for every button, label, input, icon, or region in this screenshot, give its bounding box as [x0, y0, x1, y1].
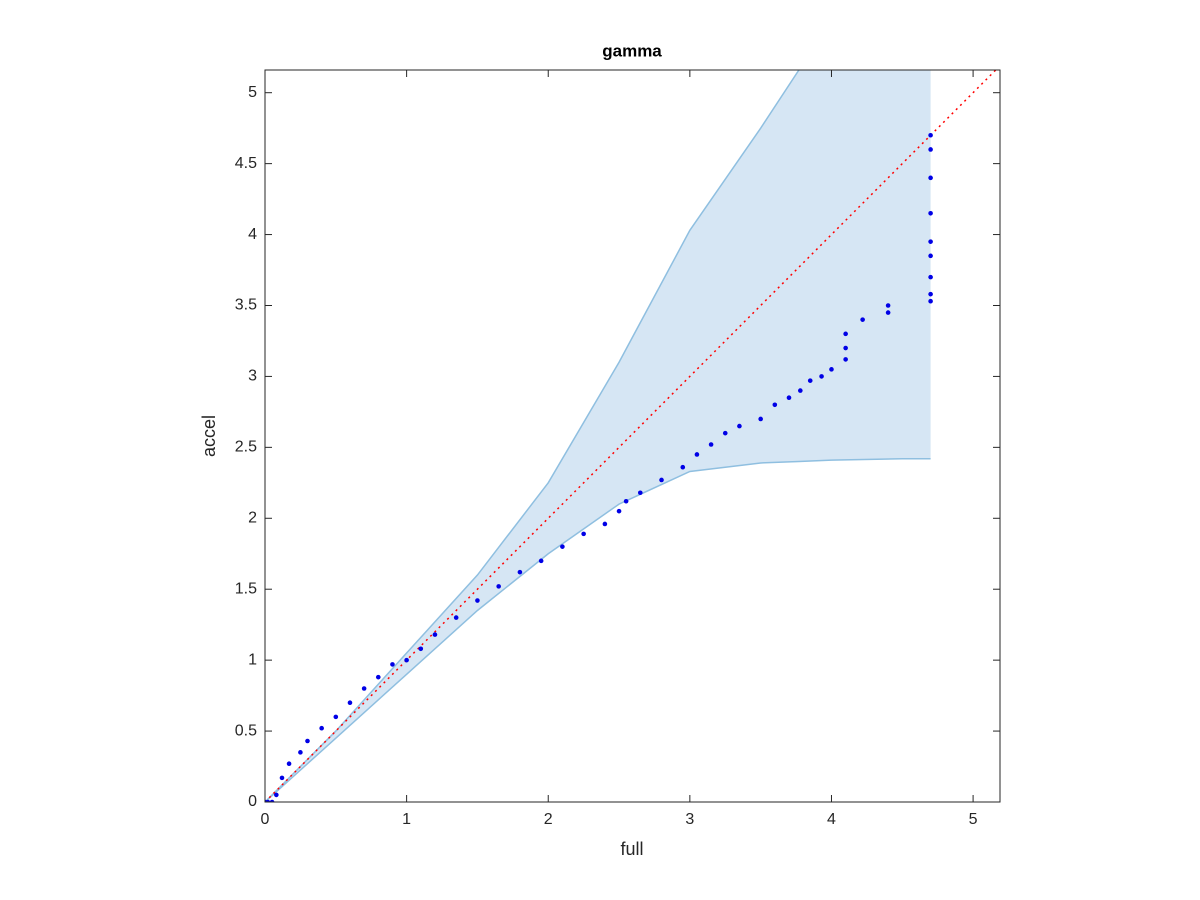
data-point: [758, 416, 763, 422]
y-tick-label: 0.5: [235, 722, 257, 739]
x-axis-label: full: [620, 839, 643, 859]
x-tick-label: 2: [544, 811, 553, 828]
y-tick-label: 3.5: [235, 297, 257, 314]
data-point: [928, 239, 933, 244]
y-tick-label: 2.5: [235, 439, 257, 456]
band-lower-line: [265, 457, 931, 802]
data-point: [786, 395, 792, 400]
data-point: [798, 388, 803, 393]
data-point: [319, 725, 324, 731]
data-point: [390, 662, 395, 667]
x-tick-label: 4: [827, 811, 836, 828]
data-point: [538, 558, 544, 564]
data-point: [623, 498, 629, 504]
data-point: [432, 632, 438, 637]
y-tick-label: 1.5: [235, 580, 257, 597]
data-point: [680, 464, 686, 470]
y-tick-label: 5: [248, 84, 257, 101]
y-tick-label: 4.5: [235, 155, 257, 172]
confidence-band: [265, 70, 931, 802]
data-point: [602, 521, 608, 527]
data-point: [885, 310, 891, 315]
data-point: [375, 674, 381, 680]
data-point: [475, 598, 480, 603]
data-point: [298, 750, 303, 755]
data-point: [737, 423, 742, 429]
data-point: [286, 761, 292, 766]
y-tick-label: 1: [248, 651, 257, 668]
data-point: [496, 584, 501, 589]
data-point: [928, 253, 933, 259]
y-tick-label: 2: [248, 509, 257, 526]
x-tick-label: 1: [402, 811, 411, 828]
axes-box: [264, 69, 1001, 803]
data-point: [928, 274, 933, 280]
data-point: [265, 799, 271, 802]
data-point: [347, 700, 353, 705]
data-point: [637, 490, 643, 496]
data-point: [860, 317, 865, 322]
data-point: [305, 738, 310, 744]
data-point: [361, 686, 367, 691]
y-tick-label: 0: [248, 793, 257, 810]
data-point: [694, 452, 700, 457]
data-point: [928, 298, 933, 304]
y-tick-label: 4: [248, 226, 257, 243]
y-axis-label: accel: [199, 415, 219, 457]
data-point: [581, 531, 586, 537]
x-tick-label: 0: [261, 811, 270, 828]
data-point: [404, 657, 409, 663]
data-point: [560, 544, 565, 549]
data-point: [274, 792, 279, 798]
data-point: [807, 378, 813, 383]
data-point: [279, 775, 285, 781]
data-point: [928, 175, 933, 181]
data-point: [829, 367, 834, 372]
data-point: [772, 402, 778, 408]
data-point: [928, 147, 933, 152]
plot-area: [265, 70, 997, 802]
data-point: [843, 331, 848, 337]
data-point: [616, 508, 622, 514]
data-point: [928, 132, 933, 138]
data-point: [418, 646, 424, 652]
data-point: [708, 442, 714, 447]
data-point: [843, 345, 848, 351]
chart-title: gamma: [602, 41, 662, 60]
data-point: [819, 374, 824, 379]
x-tick-label: 5: [969, 811, 978, 828]
y-tick-label: 3: [248, 368, 257, 385]
data-point: [453, 615, 459, 620]
data-point: [517, 569, 523, 575]
data-point: [269, 799, 275, 802]
band-upper-line: [265, 70, 800, 802]
data-point: [928, 291, 933, 297]
data-point: [885, 303, 891, 308]
data-point: [659, 477, 664, 483]
data-point: [928, 210, 933, 216]
data-point: [722, 430, 728, 436]
data-point: [843, 357, 848, 362]
data-point: [333, 714, 339, 720]
x-tick-label: 3: [685, 811, 694, 828]
